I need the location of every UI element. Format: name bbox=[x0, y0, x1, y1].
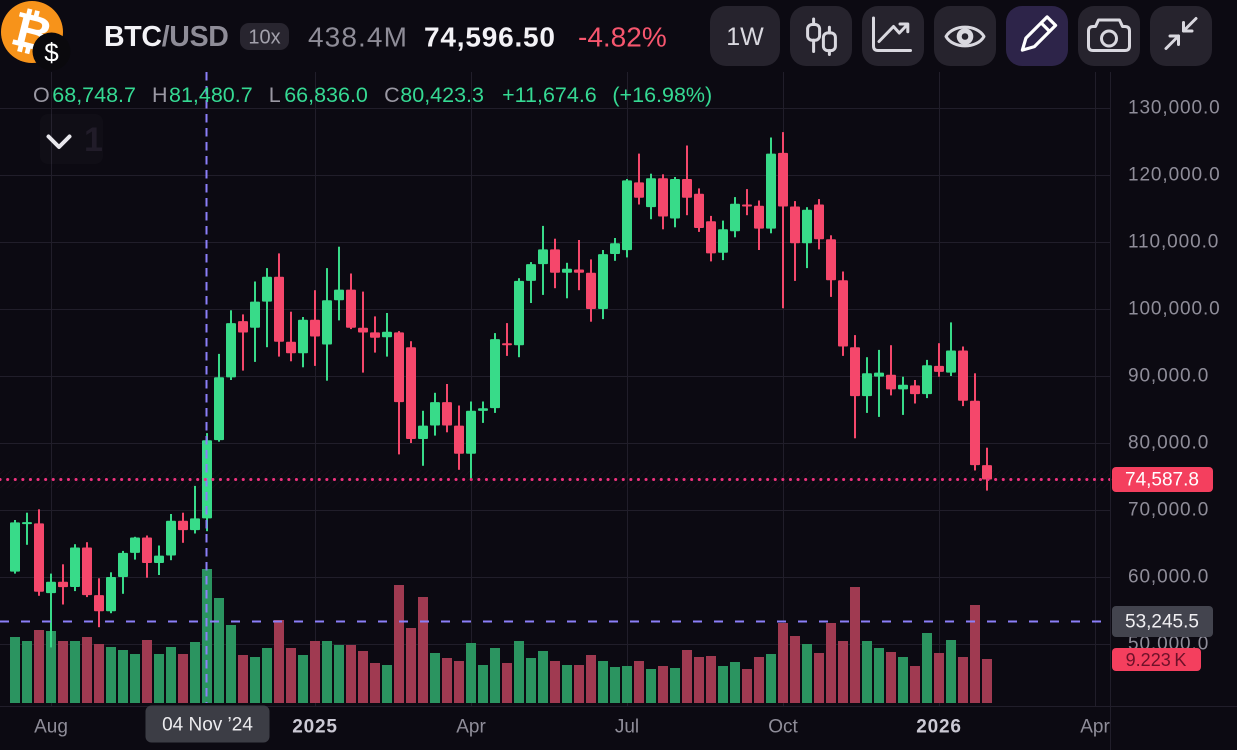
svg-text:O: O bbox=[33, 83, 50, 107]
svg-text:C: C bbox=[384, 83, 400, 107]
svg-text:10x: 10x bbox=[248, 27, 280, 49]
svg-text:81,480.7: 81,480.7 bbox=[169, 83, 253, 107]
svg-text:1W: 1W bbox=[726, 23, 764, 51]
svg-text:Jul: Jul bbox=[615, 717, 639, 738]
svg-text:66,836.0: 66,836.0 bbox=[284, 83, 368, 107]
svg-text:70,000.0: 70,000.0 bbox=[1128, 500, 1209, 521]
svg-text:74,596.50: 74,596.50 bbox=[424, 22, 556, 53]
svg-text:Apr: Apr bbox=[1080, 717, 1110, 738]
svg-text:(+16.98%): (+16.98%) bbox=[612, 83, 712, 107]
svg-text:438.4M: 438.4M bbox=[308, 22, 408, 53]
svg-text:Apr: Apr bbox=[456, 717, 486, 738]
svg-text:130,000.0: 130,000.0 bbox=[1128, 98, 1221, 119]
svg-text:80,000.0: 80,000.0 bbox=[1128, 433, 1209, 454]
svg-text:9.223 K: 9.223 K bbox=[1126, 650, 1187, 670]
svg-text:$: $ bbox=[44, 38, 59, 68]
svg-text:+11,674.6: +11,674.6 bbox=[502, 83, 597, 107]
svg-text:Oct: Oct bbox=[768, 717, 798, 738]
svg-text:110,000.0: 110,000.0 bbox=[1128, 232, 1219, 253]
svg-text:BTC/USD: BTC/USD bbox=[104, 21, 229, 53]
svg-text:L: L bbox=[269, 83, 281, 107]
svg-text:Aug: Aug bbox=[34, 717, 68, 738]
svg-text:04 Nov ’24: 04 Nov ’24 bbox=[162, 715, 253, 736]
svg-text:74,587.8: 74,587.8 bbox=[1125, 470, 1199, 491]
svg-text:2026: 2026 bbox=[916, 717, 961, 738]
svg-text:80,423.3: 80,423.3 bbox=[400, 83, 484, 107]
svg-text:100,000.0: 100,000.0 bbox=[1128, 299, 1221, 320]
svg-text:H: H bbox=[152, 83, 168, 107]
svg-text:-4.82%: -4.82% bbox=[578, 22, 667, 53]
svg-text:53,245.5: 53,245.5 bbox=[1125, 612, 1199, 633]
svg-text:2025: 2025 bbox=[292, 717, 337, 738]
svg-text:90,000.0: 90,000.0 bbox=[1128, 366, 1209, 387]
svg-text:1: 1 bbox=[84, 121, 103, 159]
svg-text:120,000.0: 120,000.0 bbox=[1128, 165, 1221, 186]
svg-text:68,748.7: 68,748.7 bbox=[52, 83, 136, 107]
svg-text:60,000.0: 60,000.0 bbox=[1128, 567, 1209, 588]
